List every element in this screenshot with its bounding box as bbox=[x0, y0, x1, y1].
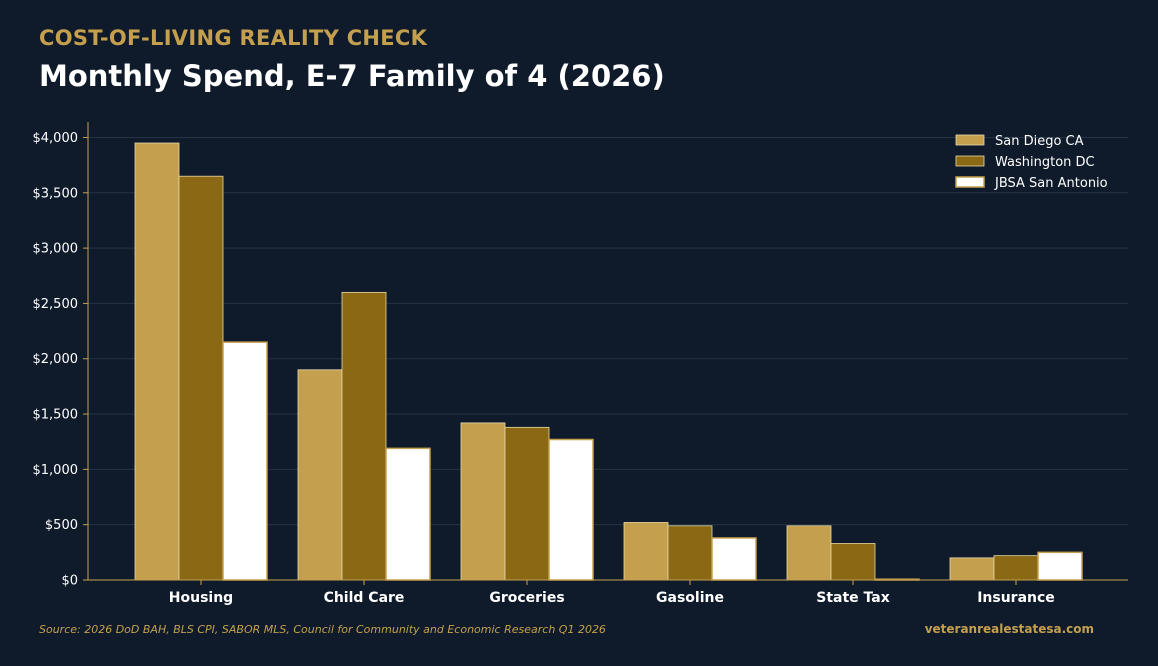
x-tick-label: State Tax bbox=[816, 590, 890, 606]
legend-swatch bbox=[955, 155, 985, 167]
bar-san-diego-ca bbox=[297, 369, 343, 581]
bar-jbsa-san-antonio bbox=[711, 537, 757, 581]
bar-san-diego-ca bbox=[134, 142, 180, 581]
legend-swatch bbox=[955, 176, 985, 188]
source-note: Source: 2026 DoD BAH, BLS CPI, SABOR MLS… bbox=[39, 623, 606, 636]
bar-washington-dc bbox=[830, 543, 876, 581]
x-tick-label: Insurance bbox=[977, 590, 1055, 606]
y-tick-label: $3,000 bbox=[33, 242, 79, 257]
y-tick-label: $1,000 bbox=[33, 463, 79, 478]
bar-jbsa-san-antonio bbox=[1037, 551, 1083, 581]
axes: $0 $500 $1,000 $1,500 $2,000 $2,500 $3,000 $3,5… bbox=[33, 122, 1128, 606]
x-tick-label: Groceries bbox=[489, 590, 564, 606]
bar-jbsa-san-antonio bbox=[222, 341, 268, 581]
x-tick-label: Housing bbox=[169, 590, 233, 606]
y-tick-label: $0 bbox=[61, 574, 78, 589]
y-tick-label: $1,500 bbox=[33, 408, 79, 423]
legend-swatch bbox=[955, 134, 985, 146]
x-tick-label: Gasoline bbox=[656, 590, 724, 606]
bar-jbsa-san-antonio bbox=[548, 438, 594, 581]
chart-title: Monthly Spend, E-7 Family of 4 (2026) bbox=[39, 59, 665, 93]
y-tick-label: $4,000 bbox=[33, 131, 79, 146]
bar-washington-dc bbox=[341, 291, 387, 581]
chart-kicker: COST-OF-LIVING REALITY CHECK bbox=[39, 26, 428, 50]
site-link[interactable]: veteranrealestatesa.com bbox=[924, 622, 1094, 636]
bars bbox=[134, 142, 1083, 581]
legend-label: Washington DC bbox=[995, 155, 1095, 170]
bar-washington-dc bbox=[667, 525, 713, 581]
y-tick-label: $2,500 bbox=[33, 297, 79, 312]
legend: San Diego CA Washington DC JBSA San Antoni… bbox=[955, 134, 1108, 191]
bar-san-diego-ca bbox=[786, 525, 832, 581]
legend-label: San Diego CA bbox=[995, 134, 1084, 149]
bar-san-diego-ca bbox=[623, 522, 669, 581]
bar-washington-dc bbox=[178, 175, 224, 581]
y-tick-label: $2,000 bbox=[33, 352, 79, 367]
y-tick-label: $500 bbox=[45, 518, 78, 533]
bar-jbsa-san-antonio bbox=[385, 447, 431, 581]
bar-san-diego-ca bbox=[949, 557, 995, 581]
y-tick-label: $3,500 bbox=[33, 186, 79, 201]
bar-san-diego-ca bbox=[460, 422, 506, 581]
x-tick-label: Child Care bbox=[324, 590, 405, 606]
grid-lines bbox=[88, 136, 1128, 526]
legend-label: JBSA San Antonio bbox=[994, 176, 1108, 191]
bar-washington-dc bbox=[504, 426, 550, 581]
bar-washington-dc bbox=[993, 555, 1039, 581]
